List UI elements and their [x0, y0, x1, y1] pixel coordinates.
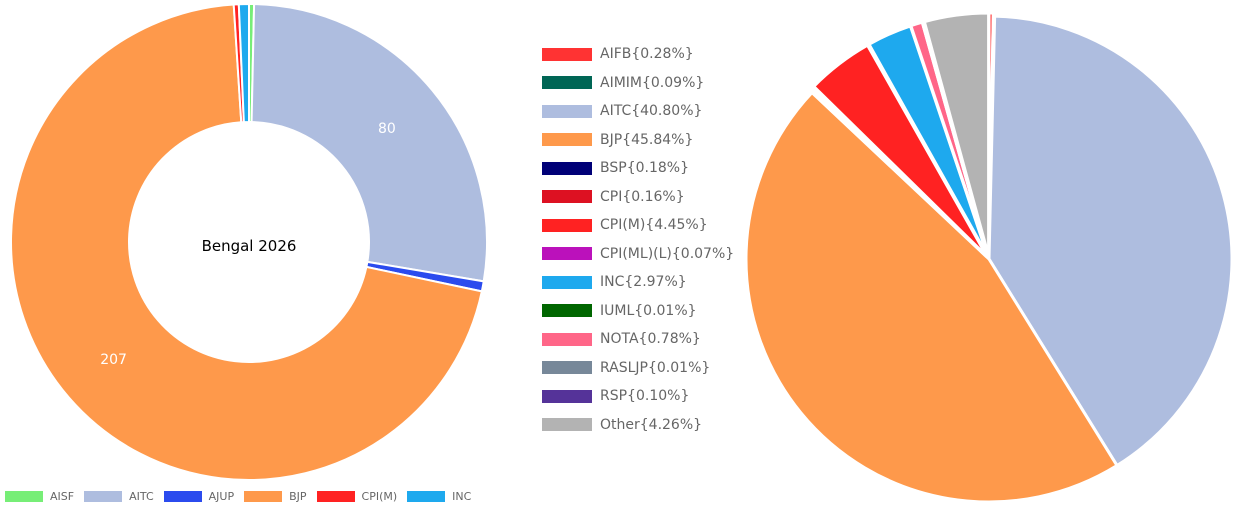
vote-legend-item-rasljp[interactable]: RASLJP{0.01%} [542, 354, 734, 383]
legend-swatch [542, 418, 592, 432]
legend-swatch [5, 491, 43, 502]
legend-swatch [244, 491, 283, 502]
vote-share-legend: AIFB{0.28%} AIMIM{0.09%} AITC{40.80%} BJP{4… [542, 40, 734, 439]
legend-swatch [542, 161, 592, 175]
vote-legend-item-cpi-ml-l[interactable]: CPI(ML)(L){0.07%} [542, 240, 734, 269]
donut-data-label-bjp: 207 [100, 352, 127, 368]
vote-legend-item-iuml[interactable]: IUML{0.01%} [542, 297, 734, 326]
legend-label: CPI{0.16%} [600, 188, 685, 205]
legend-label: CPI(ML)(L){0.07%} [600, 245, 735, 262]
legend-swatch [542, 47, 592, 61]
vote-legend-item-rsp[interactable]: RSP{0.10%} [542, 382, 734, 411]
vote-legend-item-cpi[interactable]: CPI{0.16%} [542, 183, 734, 212]
legend-swatch [542, 218, 592, 232]
legend-swatch [542, 76, 592, 90]
legend-swatch [542, 304, 592, 318]
legend-swatch [542, 133, 592, 147]
legend-label: BJP [289, 490, 307, 503]
legend-label: IUML{0.01%} [600, 302, 697, 319]
vote-legend-item-nota[interactable]: NOTA{0.78%} [542, 325, 734, 354]
legend-label: RASLJP{0.01%} [600, 359, 711, 376]
legend-label: CPI(M) [361, 490, 398, 503]
legend-label: AIFB{0.28%} [600, 46, 694, 63]
donut-slice-bjp[interactable] [10, 3, 484, 481]
donut-legend-item-cpi-m[interactable]: CPI(M) [316, 490, 398, 503]
legend-swatch [542, 275, 592, 289]
legend-swatch [542, 247, 592, 261]
legend-label: INC [452, 490, 472, 503]
vote-legend-item-cpi-m[interactable]: CPI(M){4.45%} [542, 211, 734, 240]
seat-donut-chart: 80 207 Bengal 2026 [10, 2, 488, 481]
legend-label: AJUP [208, 490, 235, 503]
legend-label: BSP{0.18%} [600, 160, 689, 177]
vote-legend-item-bjp[interactable]: BJP{45.84%} [542, 126, 734, 155]
vote-legend-item-inc[interactable]: INC{2.97%} [542, 268, 734, 297]
legend-label: BJP{45.84%} [600, 131, 694, 148]
donut-data-label-aitc: 80 [378, 121, 396, 137]
pie-slice-bjp[interactable] [744, 90, 1120, 504]
pie-slice-aitc[interactable] [987, 14, 1234, 468]
vote-legend-item-aifb[interactable]: AIFB{0.28%} [542, 40, 734, 69]
vote-legend-item-aitc[interactable]: AITC{40.80%} [542, 97, 734, 126]
legend-swatch [407, 491, 446, 502]
pie-slice-other[interactable] [922, 11, 991, 257]
legend-swatch [542, 332, 592, 346]
vote-share-pie-chart [744, 11, 1234, 504]
legend-label: CPI(M){4.45%} [600, 217, 708, 234]
donut-legend: AISF AITC AJUP BJP CPI(M) INC [5, 490, 481, 503]
donut-slice-aitc[interactable] [250, 3, 488, 283]
donut-slice-inc[interactable] [237, 2, 250, 124]
vote-legend-item-other[interactable]: Other{4.26%} [542, 411, 734, 440]
legend-swatch [542, 104, 592, 118]
donut-legend-item-aitc[interactable]: AITC [84, 490, 154, 503]
legend-label: INC{2.97%} [600, 274, 687, 291]
legend-swatch [542, 361, 592, 375]
legend-label: Other{4.26%} [600, 416, 703, 433]
vote-legend-item-aimim[interactable]: AIMIM{0.09%} [542, 69, 734, 98]
legend-swatch [163, 491, 202, 502]
legend-label: AIMIM{0.09%} [600, 74, 705, 91]
legend-label: AITC{40.80%} [600, 103, 703, 120]
donut-legend-item-aisf[interactable]: AISF [5, 490, 74, 503]
legend-swatch [84, 491, 123, 502]
donut-legend-item-ajup[interactable]: AJUP [163, 490, 235, 503]
donut-legend-item-inc[interactable]: INC [407, 490, 471, 503]
legend-swatch [316, 491, 355, 502]
legend-label: AITC [129, 490, 154, 503]
donut-center-label: Bengal 2026 [202, 237, 297, 255]
legend-label: RSP{0.10%} [600, 388, 690, 405]
donut-legend-item-bjp[interactable]: BJP [244, 490, 307, 503]
vote-legend-item-bsp[interactable]: BSP{0.18%} [542, 154, 734, 183]
legend-label: AISF [50, 490, 75, 503]
legend-swatch [542, 389, 592, 403]
legend-swatch [542, 190, 592, 204]
legend-label: NOTA{0.78%} [600, 331, 701, 348]
